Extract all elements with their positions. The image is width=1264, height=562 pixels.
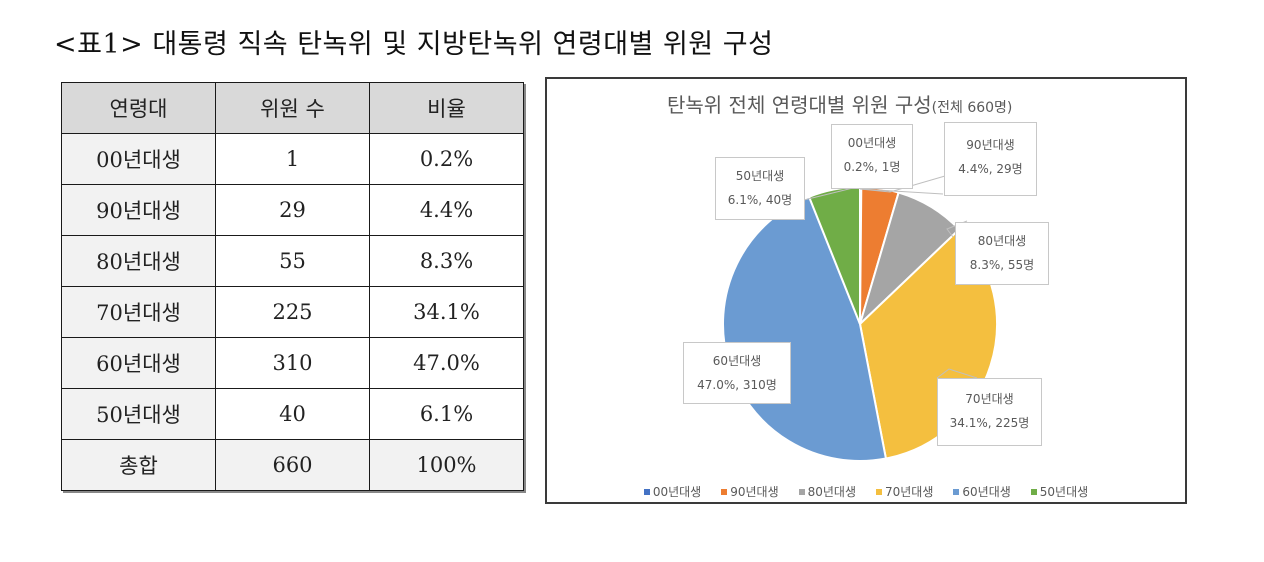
table-row: 50년대생 40 6.1% [61, 388, 524, 440]
legend-swatch-icon [1030, 488, 1037, 495]
cell-total-ratio: 100% [369, 439, 524, 491]
cell-ratio: 34.1% [369, 286, 524, 338]
data-label-70: 70년대생 34.1%, 225명 [937, 378, 1042, 446]
legend-swatch-icon [953, 488, 960, 495]
leader-line-50 [803, 186, 858, 201]
data-label-value: 47.0%, 310명 [697, 378, 777, 392]
legend-label: 50년대생 [1039, 485, 1089, 499]
legend-label: 90년대생 [730, 485, 779, 499]
legend-item-60: 60년대생 [953, 483, 1011, 500]
data-label-name: 60년대생 [712, 354, 762, 368]
header-ratio: 비율 [369, 82, 524, 134]
chart-title-main: 탄녹위 전체 연령대별 위원 구성 [667, 93, 932, 117]
leader-line-70 [936, 368, 978, 379]
cell-age-group: 80년대생 [61, 235, 216, 287]
legend-label: 00년대생 [652, 485, 702, 499]
data-label-name: 00년대생 [847, 136, 897, 150]
data-label-60: 60년대생 47.0%, 310명 [683, 342, 791, 404]
legend-item-80: 80년대생 [798, 483, 856, 500]
age-group-table: 연령대 위원 수 비율 00년대생 1 0.2% 90년대생 29 4.4% 8… [61, 82, 524, 491]
table-row: 00년대생 1 0.2% [61, 133, 524, 185]
header-member-count: 위원 수 [215, 82, 370, 134]
data-label-value: 0.2%, 1명 [843, 160, 901, 174]
legend-item-00: 00년대생 [643, 483, 702, 500]
cell-age-group: 00년대생 [61, 133, 216, 185]
table-row: 80년대생 55 8.3% [61, 235, 524, 287]
table-row: 60년대생 310 47.0% [61, 337, 524, 389]
legend-item-90: 90년대생 [721, 483, 779, 500]
cell-ratio: 47.0% [369, 337, 524, 389]
cell-count: 55 [215, 235, 370, 287]
chart-legend: 00년대생 90년대생 80년대생 70년대생 60년대생 50년대생 [547, 483, 1185, 500]
cell-age-group: 60년대생 [61, 337, 216, 389]
data-label-name: 70년대생 [965, 392, 1014, 406]
legend-swatch-icon [876, 488, 882, 495]
data-label-80: 80년대생 8.3%, 55명 [955, 222, 1049, 285]
legend-swatch-icon [643, 488, 650, 495]
cell-count: 225 [215, 286, 370, 338]
legend-item-70: 70년대생 [876, 483, 933, 500]
table-row: 90년대생 29 4.4% [61, 184, 524, 236]
cell-age-group: 70년대생 [61, 286, 216, 338]
cell-total-label: 총합 [61, 439, 216, 491]
table-header-row: 연령대 위원 수 비율 [61, 82, 524, 134]
leader-line-90 [859, 188, 944, 195]
data-label-name: 50년대생 [735, 169, 785, 183]
chart-title: 탄녹위 전체 연령대별 위원 구성(전체 660명) [667, 89, 1012, 118]
data-label-name: 80년대생 [977, 234, 1027, 248]
data-label-00: 00년대생 0.2%, 1명 [831, 124, 913, 189]
legend-swatch-icon [798, 488, 805, 495]
data-label-value: 8.3%, 55명 [969, 258, 1035, 272]
legend-swatch-icon [721, 488, 728, 495]
cell-ratio: 8.3% [369, 235, 524, 287]
legend-label: 80년대생 [807, 485, 856, 499]
cell-ratio: 0.2% [369, 133, 524, 185]
cell-ratio: 4.4% [369, 184, 524, 236]
data-label-name: 90년대생 [966, 138, 1015, 152]
header-age-group: 연령대 [61, 82, 216, 134]
cell-count: 29 [215, 184, 370, 236]
legend-label: 70년대생 [885, 485, 934, 499]
cell-total-count: 660 [215, 439, 370, 491]
cell-ratio: 6.1% [369, 388, 524, 440]
cell-count: 1 [215, 133, 370, 185]
data-label-90: 90년대생 4.4%, 29명 [944, 122, 1037, 196]
data-label-50: 50년대생 6.1%, 40명 [715, 157, 805, 220]
legend-item-50: 50년대생 [1030, 483, 1089, 500]
table-row: 70년대생 225 34.1% [61, 286, 524, 338]
chart-title-sub: (전체 660명) [931, 100, 1013, 116]
cell-count: 310 [215, 337, 370, 389]
cell-age-group: 90년대생 [61, 184, 216, 236]
data-label-value: 34.1%, 225명 [949, 416, 1030, 430]
pie-chart-panel: 탄녹위 전체 연령대별 위원 구성(전체 660명) 00년대생 0.2%, 1… [545, 77, 1187, 504]
legend-label: 60년대생 [962, 485, 1011, 499]
data-label-value: 6.1%, 40명 [727, 193, 793, 207]
cell-age-group: 50년대생 [61, 388, 216, 440]
table-caption: <표1> 대통령 직속 탄녹위 및 지방탄녹위 연령대별 위원 구성 [54, 29, 774, 60]
cell-count: 40 [215, 388, 370, 440]
data-label-value: 4.4%, 29명 [958, 162, 1023, 176]
table-total-row: 총합 660 100% [61, 439, 524, 491]
label-leader-lines [803, 175, 978, 379]
